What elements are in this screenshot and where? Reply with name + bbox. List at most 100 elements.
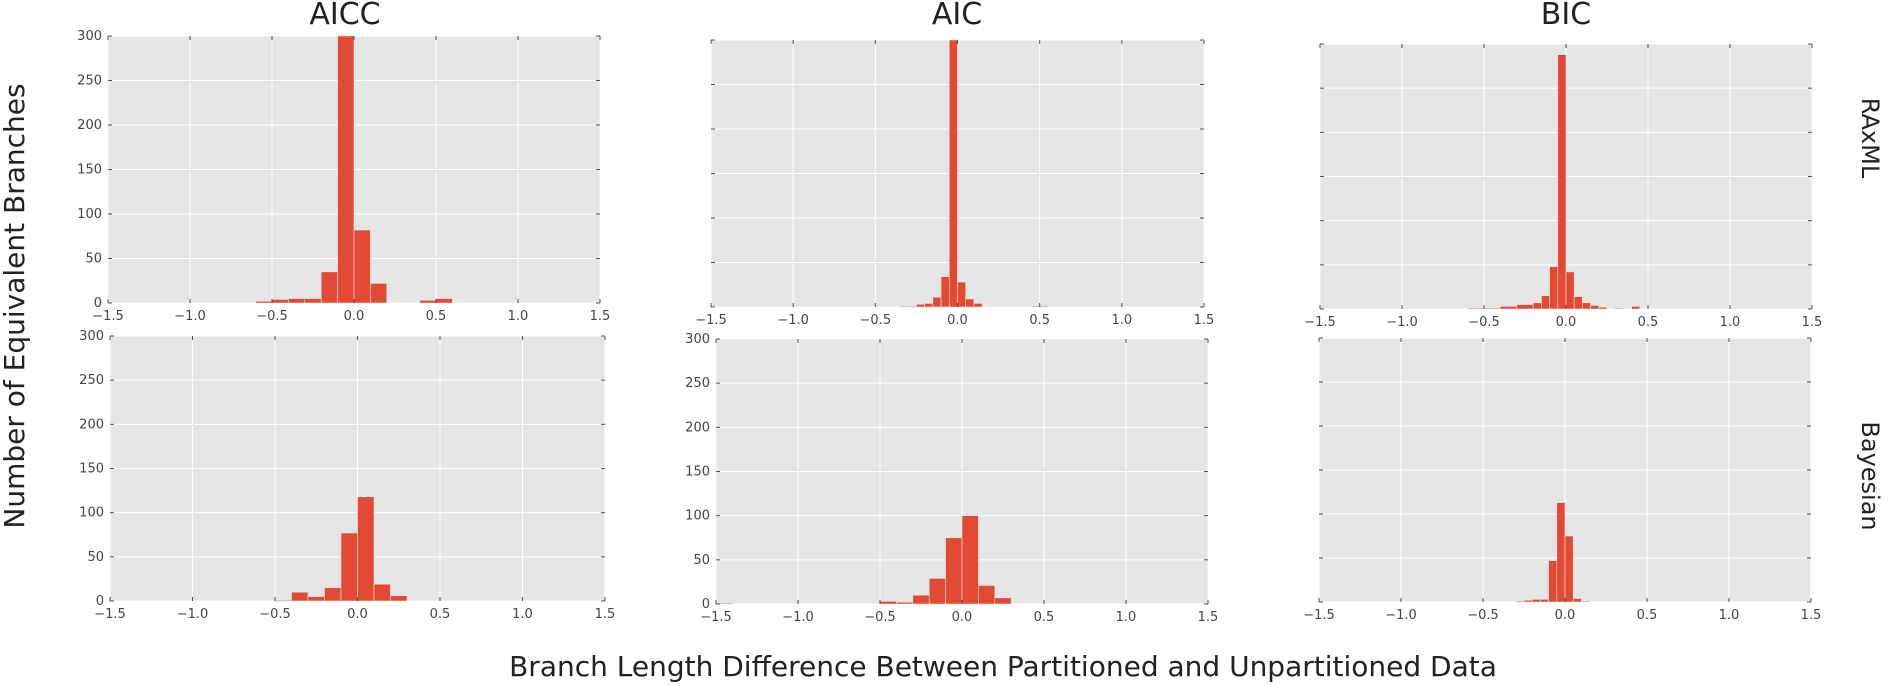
x-tick-label: 0.5 [1029, 313, 1050, 328]
y-tick-label: 50 [693, 553, 710, 568]
x-tick-label: 0.0 [1555, 608, 1576, 623]
panel-raxml-aicc: −1.5 −1.0 −0.5 0.0 0.5 1.0 1.5 0 50 100 150 200 250 3… [77, 29, 610, 324]
y-tick-label: 50 [87, 550, 104, 565]
histogram-bar [357, 496, 375, 602]
histogram-bar [1531, 599, 1541, 603]
x-tick-label: −1.5 [94, 607, 126, 622]
x-tick-label: −0.5 [256, 309, 288, 324]
y-tick-label: 250 [79, 373, 104, 388]
y-tick-label: 150 [79, 462, 104, 477]
histogram-bar [1590, 305, 1600, 310]
x-tick-label: 0.0 [1556, 315, 1577, 330]
y-tick-label: 300 [77, 29, 102, 44]
y-tick-label: 0 [96, 594, 104, 609]
x-tick-label: 0.5 [430, 607, 451, 622]
column-title-aic: AIC [932, 0, 982, 32]
x-tick-label: 0.5 [1034, 610, 1055, 625]
histogram-bar [1540, 599, 1549, 603]
histogram-bar [1500, 306, 1518, 310]
histogram-bar [390, 595, 408, 602]
histogram-bar [274, 599, 292, 602]
histogram-bar [1549, 266, 1559, 310]
x-tick-label: 1.5 [1801, 608, 1822, 623]
histogram-bar [1516, 304, 1534, 310]
x-tick-label: 0.0 [947, 313, 968, 328]
y-tick-label: 300 [79, 329, 104, 344]
panel-bayesian-aicc: −1.5 −1.0 −0.5 0.0 0.5 1.0 1.5 0 50 100 150 200 250 3… [79, 329, 615, 622]
x-tick-label: 0.5 [1638, 315, 1659, 330]
row-label-raxml: RAxML [1856, 98, 1884, 179]
histogram-bar [373, 583, 391, 602]
histogram-bar [1598, 306, 1608, 310]
x-tick-label: −0.5 [860, 313, 892, 328]
y-tick-label: 100 [77, 207, 102, 222]
histogram-bar [320, 271, 338, 304]
column-title-bic: BIC [1541, 0, 1591, 32]
x-tick-label: 0.0 [344, 309, 365, 324]
x-tick-label: −1.5 [92, 309, 124, 324]
histogram-bar [965, 298, 975, 308]
histogram-bar [307, 596, 325, 602]
histogram-bar [928, 578, 946, 605]
histogram-bar [1483, 307, 1501, 310]
histogram-bar [932, 296, 942, 308]
histogram-bar [1614, 307, 1624, 310]
histogram-bar [879, 601, 897, 605]
histogram-bar [1515, 600, 1525, 603]
x-tick-label: −1.0 [1385, 608, 1417, 623]
x-tick-label: 1.0 [512, 607, 533, 622]
histogram-bar [1573, 296, 1583, 310]
x-tick-label: 0.0 [347, 607, 368, 622]
x-tick-label: −1.5 [695, 313, 727, 328]
histogram-bar [370, 283, 388, 304]
x-tick-label: 0.5 [1637, 608, 1658, 623]
histogram-bar [435, 298, 453, 304]
histogram-bar [896, 601, 914, 605]
x-tick-label: −1.0 [174, 309, 206, 324]
x-tick-label: 1.5 [1198, 610, 1219, 625]
y-tick-label: 150 [77, 163, 102, 178]
histogram-bar [1631, 306, 1641, 310]
y-tick-label: 50 [85, 252, 102, 267]
y-tick-label: 200 [685, 420, 710, 435]
histogram-bar [957, 281, 967, 308]
y-tick-label: 200 [77, 118, 102, 133]
column-title-aicc: AICC [309, 0, 380, 32]
histogram-bar [1564, 535, 1574, 603]
panel-bayesian-bic: −1.5 −1.0 −0.5 0.0 0.5 1.0 1.5 [1303, 337, 1822, 623]
panel-raxml-aic: −1.5 −1.0 −0.5 0.0 0.5 1.0 1.5 [695, 39, 1215, 328]
x-tick-label: −0.5 [1468, 315, 1500, 330]
x-tick-label: −1.0 [777, 313, 809, 328]
y-tick-label: 300 [685, 332, 710, 347]
histogram-bar [324, 587, 342, 602]
histogram-bar [288, 298, 306, 304]
panel-raxml-bic: −1.5 −1.0 −0.5 0.0 0.5 1.0 1.5 [1304, 43, 1822, 330]
y-tick-label: 100 [79, 506, 104, 521]
histogram-bar [945, 537, 963, 605]
y-tick-label: 100 [685, 509, 710, 524]
x-axis-label: Branch Length Difference Between Partiti… [509, 650, 1497, 683]
y-tick-label: 200 [79, 417, 104, 432]
x-tick-label: 1.5 [1194, 313, 1215, 328]
x-tick-label: −0.5 [864, 610, 896, 625]
x-tick-label: 1.0 [1719, 608, 1740, 623]
histogram-bar [912, 594, 930, 605]
x-tick-label: −0.5 [1467, 608, 1499, 623]
histogram-bar [1581, 600, 1590, 603]
histogram-bar [1467, 307, 1485, 310]
histogram-bar [1565, 271, 1575, 310]
histogram-bar [994, 597, 1012, 605]
x-tick-label: 1.5 [595, 607, 616, 622]
histogram-bar [337, 35, 355, 304]
histogram-bar [419, 300, 437, 304]
histogram-bar [1031, 305, 1040, 308]
y-tick-label: 250 [77, 74, 102, 89]
histogram-bar [924, 303, 934, 308]
histogram-bar [961, 515, 979, 605]
y-tick-label: 0 [702, 597, 710, 612]
x-tick-label: −1.0 [1386, 315, 1418, 330]
panel-bayesian-aic: −1.5 −1.0 −0.5 0.0 0.5 1.0 1.5 0 50 100 150 200 250 3… [685, 332, 1218, 625]
y-tick-label: 0 [94, 296, 102, 311]
x-tick-label: −1.0 [782, 610, 814, 625]
